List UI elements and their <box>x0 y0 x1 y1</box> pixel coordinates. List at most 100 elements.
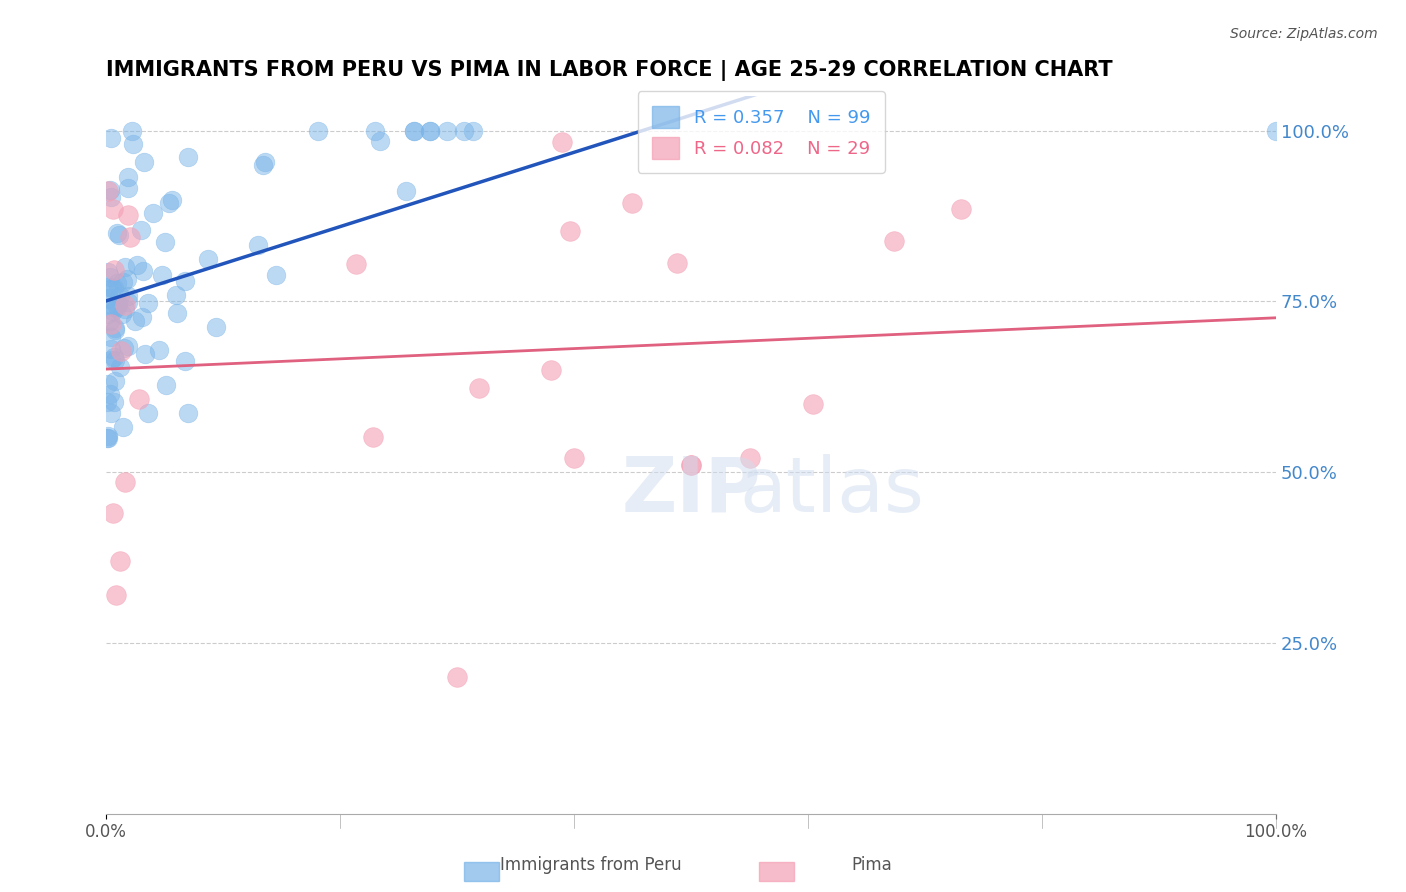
Text: ZIP: ZIP <box>621 454 761 528</box>
Point <box>108 228 131 243</box>
Point <box>197 252 219 267</box>
Point <box>97 431 120 445</box>
Point <box>129 222 152 236</box>
Point <box>98 387 121 401</box>
Point <box>204 319 226 334</box>
Point <box>165 288 187 302</box>
Point <box>117 295 139 310</box>
Point <box>463 123 485 137</box>
Point <box>152 268 174 282</box>
Point <box>97 279 120 293</box>
Point <box>264 268 287 282</box>
Point <box>160 193 183 207</box>
Point <box>419 123 441 137</box>
Point <box>173 354 195 368</box>
Point <box>97 429 120 443</box>
Point <box>104 588 127 602</box>
Point <box>177 150 200 164</box>
Point <box>112 341 135 355</box>
Point <box>103 281 125 295</box>
Point <box>120 230 142 244</box>
Text: Pima: Pima <box>852 856 891 874</box>
Point <box>560 224 582 238</box>
Point <box>681 458 703 473</box>
Point <box>128 392 150 407</box>
Text: IMMIGRANTS FROM PERU VS PIMA IN LABOR FORCE | AGE 25-29 CORRELATION CHART: IMMIGRANTS FROM PERU VS PIMA IN LABOR FO… <box>107 60 1114 80</box>
Point <box>436 123 458 137</box>
Point <box>97 265 120 279</box>
Point <box>254 155 277 169</box>
Point <box>100 189 122 203</box>
Point <box>101 281 124 295</box>
Point <box>100 330 122 344</box>
Point <box>1265 123 1288 137</box>
Point <box>98 183 121 197</box>
Point <box>114 298 136 312</box>
Point <box>551 136 574 150</box>
Point <box>105 276 128 290</box>
Point <box>103 350 125 364</box>
Point <box>111 307 134 321</box>
Point <box>98 269 121 284</box>
Point <box>107 296 129 310</box>
Point <box>112 275 135 289</box>
Point <box>110 554 132 568</box>
Point <box>104 353 127 368</box>
Point <box>131 310 153 325</box>
Point <box>97 185 120 199</box>
Point <box>363 123 385 137</box>
Point <box>134 154 156 169</box>
Point <box>122 136 145 151</box>
Point <box>114 301 136 316</box>
Point <box>883 234 905 248</box>
Point <box>468 381 491 395</box>
Point <box>153 235 176 249</box>
Legend: R = 0.357    N = 99, R = 0.082    N = 29: R = 0.357 N = 99, R = 0.082 N = 29 <box>638 91 884 173</box>
Point <box>177 406 200 420</box>
Point <box>666 256 689 270</box>
Point <box>801 397 824 411</box>
Point <box>117 339 139 353</box>
Point <box>404 123 426 137</box>
Point <box>246 238 269 252</box>
Point <box>621 196 644 211</box>
Point <box>124 314 146 328</box>
Point <box>142 206 165 220</box>
Point <box>100 131 122 145</box>
Point <box>562 451 585 466</box>
Point <box>103 506 125 520</box>
Point <box>117 170 139 185</box>
Point <box>104 374 127 388</box>
Point <box>100 343 122 357</box>
Point <box>112 420 135 434</box>
Point <box>96 307 118 321</box>
Text: Immigrants from Peru: Immigrants from Peru <box>499 856 682 874</box>
Point <box>157 195 180 210</box>
Point <box>540 362 562 376</box>
Point <box>117 289 139 303</box>
Point <box>134 347 156 361</box>
Point <box>117 181 139 195</box>
Point <box>105 226 128 240</box>
Point <box>96 293 118 307</box>
Text: Source: ZipAtlas.com: Source: ZipAtlas.com <box>1230 27 1378 41</box>
Point <box>136 406 159 420</box>
Point <box>681 458 703 473</box>
Point <box>174 274 197 288</box>
Point <box>108 288 131 302</box>
Point <box>446 670 468 684</box>
Point <box>404 123 426 137</box>
Point <box>104 323 127 337</box>
Point <box>103 303 125 318</box>
Point <box>100 407 122 421</box>
Point <box>98 314 121 328</box>
Point <box>114 260 136 274</box>
Point <box>132 263 155 277</box>
Point <box>103 300 125 314</box>
Point <box>368 134 391 148</box>
Point <box>148 343 170 358</box>
Point <box>136 296 159 310</box>
Point <box>419 123 441 137</box>
Point <box>114 475 136 490</box>
Point <box>103 395 125 409</box>
